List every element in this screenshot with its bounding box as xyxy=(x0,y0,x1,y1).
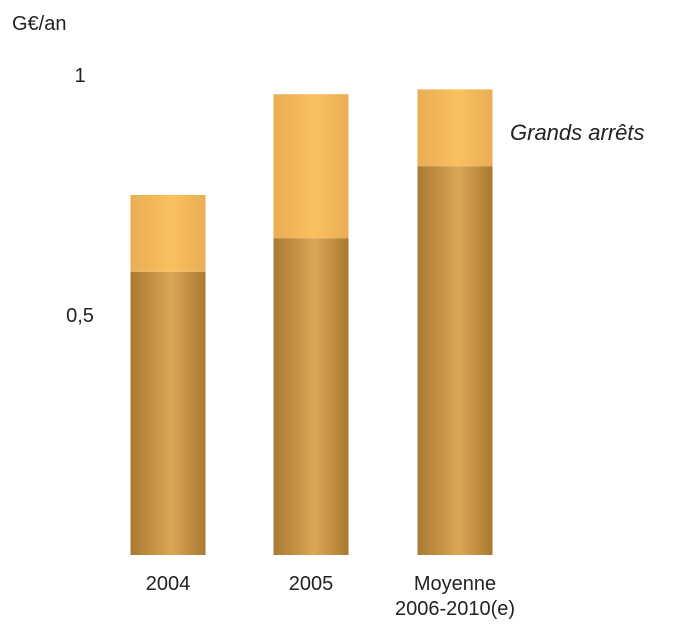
x-tick-label: 2004 xyxy=(146,573,191,595)
y-tick-label: 1 xyxy=(74,65,85,87)
bar-grands-arrets-segment xyxy=(273,94,349,239)
x-tick-label: 2006-2010(e) xyxy=(395,598,515,620)
y-axis-label: G€/an xyxy=(12,13,66,35)
bar-base-segment xyxy=(130,271,206,555)
bar-base-segment xyxy=(273,238,349,555)
x-tick-label: 2005 xyxy=(289,573,334,595)
y-ticks: 0,51 xyxy=(66,65,94,327)
x-tick-label: Moyenne xyxy=(414,573,496,595)
series-annotation-grands-arrets: Grands arrêts xyxy=(510,120,645,145)
y-tick-label: 0,5 xyxy=(66,305,94,327)
bar-grands-arrets-segment xyxy=(417,89,493,167)
bars xyxy=(130,89,493,555)
bar-grands-arrets-segment xyxy=(130,195,206,272)
bar-base-segment xyxy=(417,166,493,555)
x-labels: 2004 2005 Moyenne 2006-2010(e) xyxy=(146,573,515,620)
